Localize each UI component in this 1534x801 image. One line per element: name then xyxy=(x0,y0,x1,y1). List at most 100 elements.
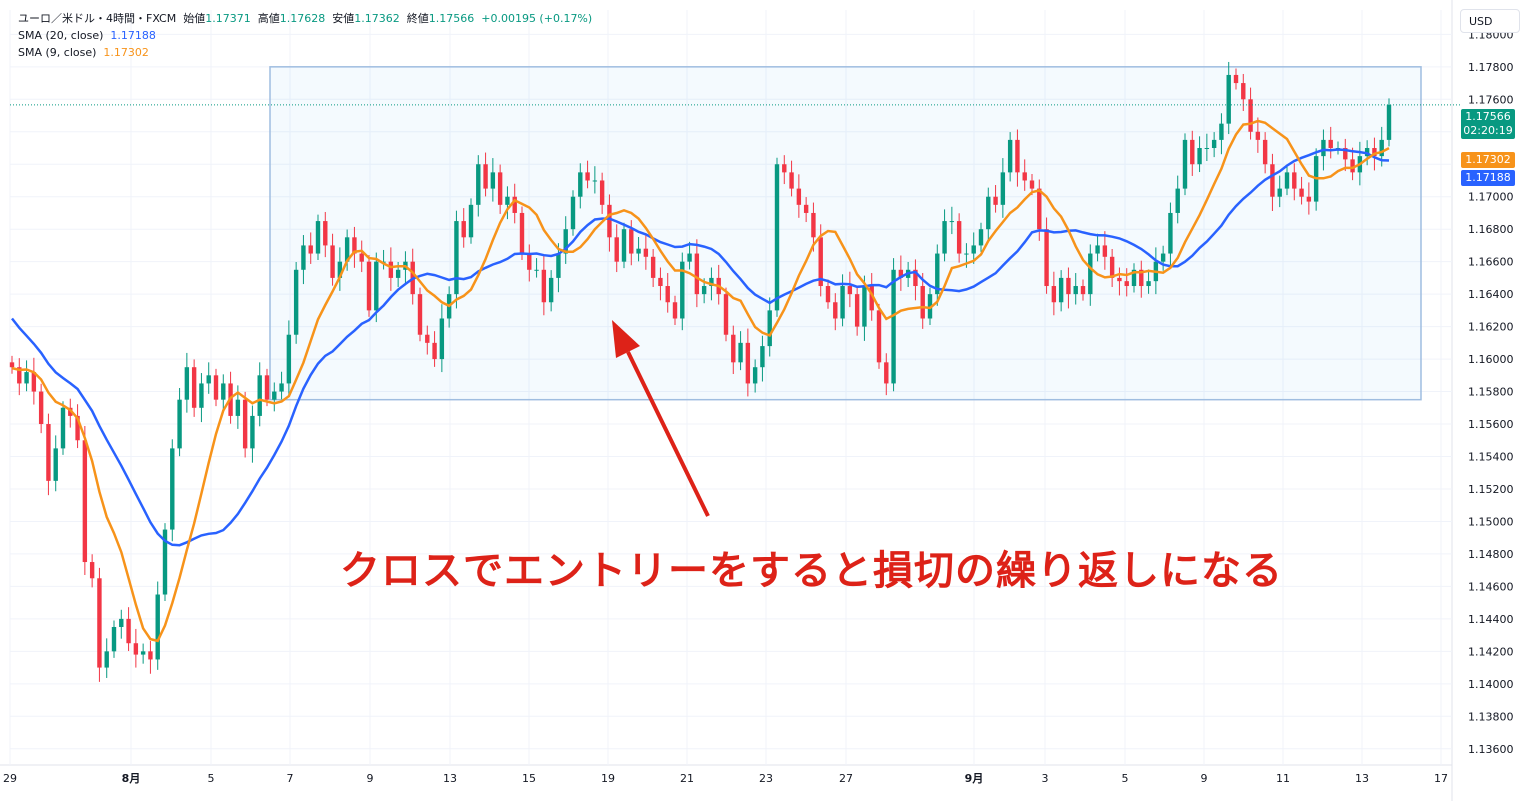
x-tick-label: 5 xyxy=(1122,772,1129,785)
candle-body xyxy=(133,643,139,655)
candle-body xyxy=(825,286,831,303)
candle-body xyxy=(898,269,904,278)
candle-body xyxy=(1124,281,1129,287)
x-tick-label: 9月 xyxy=(965,772,984,785)
candle-body xyxy=(388,261,394,278)
y-tick-label: 1.15400 xyxy=(1468,451,1514,464)
candle-body xyxy=(563,229,568,254)
sma20-value: 1.17188 xyxy=(110,29,156,42)
candle-body xyxy=(184,367,190,400)
y-tick-label: 1.16000 xyxy=(1468,353,1514,366)
sma9-price-tag: 1.17302 xyxy=(1461,152,1515,168)
candle-body xyxy=(89,562,95,579)
candle-body xyxy=(818,237,823,287)
candle-body xyxy=(1109,256,1115,278)
candle-body xyxy=(1233,74,1239,84)
candle-body xyxy=(1182,139,1188,189)
candle-body xyxy=(527,253,532,270)
candle-body xyxy=(53,448,58,481)
candle-body xyxy=(432,342,437,360)
candle-body xyxy=(519,212,525,254)
candle-body xyxy=(9,362,15,368)
candle-body xyxy=(1219,123,1224,140)
candle-body xyxy=(439,318,445,360)
candle-body xyxy=(665,286,670,303)
candle-body xyxy=(942,221,947,254)
candle-body xyxy=(1095,245,1100,254)
candle-body xyxy=(964,253,969,255)
candle-body xyxy=(1277,188,1282,197)
low-label: 安値 xyxy=(332,12,355,25)
candle-body xyxy=(1015,139,1020,173)
candle-body xyxy=(847,286,853,295)
candle-body xyxy=(774,164,780,311)
candle-body xyxy=(1073,286,1078,295)
candle-body xyxy=(1175,188,1180,213)
candle-body xyxy=(1248,99,1253,132)
candle-body xyxy=(1262,139,1268,165)
candle-body xyxy=(1190,139,1195,165)
candle-body xyxy=(82,440,88,563)
candle-body xyxy=(607,204,612,238)
y-tick-label: 1.17600 xyxy=(1468,93,1514,106)
candle-body xyxy=(680,261,685,319)
chart-legend: ユーロ／米ドル・4時間・FXCM 始値1.17371 高値1.17628 安値1… xyxy=(18,10,592,61)
candle-body xyxy=(1029,180,1035,189)
candle-body xyxy=(956,221,962,254)
close-label: 終値 xyxy=(406,12,429,25)
sma9-line xyxy=(11,119,1390,643)
candle-body xyxy=(170,448,175,530)
candle-body xyxy=(1139,269,1144,287)
x-tick-label: 3 xyxy=(1042,772,1049,785)
candle-body xyxy=(760,346,765,368)
candle-body xyxy=(636,248,641,254)
candle-body xyxy=(1299,188,1304,197)
candle-body xyxy=(1102,245,1108,257)
candle-body xyxy=(1226,74,1231,124)
x-tick-label: 13 xyxy=(443,772,457,785)
candle-body xyxy=(206,375,211,384)
candle-body xyxy=(1117,277,1122,282)
candle-body xyxy=(97,578,102,668)
candle-body xyxy=(986,196,991,230)
candle-body xyxy=(578,172,583,197)
candle-body xyxy=(1088,253,1093,295)
y-tick-label: 1.14600 xyxy=(1468,580,1514,593)
candle-body xyxy=(1328,139,1333,149)
candle-body xyxy=(60,407,66,449)
x-tick-label: 23 xyxy=(759,772,773,785)
sma9-legend-row[interactable]: SMA (9, close) 1.17302 xyxy=(18,44,592,61)
symbol-title[interactable]: ユーロ／米ドル・4時間・FXCM xyxy=(18,12,177,25)
candle-body xyxy=(1000,172,1006,205)
y-tick-label: 1.15600 xyxy=(1468,418,1514,431)
candle-body xyxy=(1007,139,1013,173)
currency-button[interactable]: USD xyxy=(1460,9,1520,33)
candle-body xyxy=(1255,131,1261,140)
candle-body xyxy=(1379,139,1384,157)
candle-body xyxy=(476,164,481,205)
candle-body xyxy=(854,294,860,327)
candle-body xyxy=(344,237,350,262)
candle-body xyxy=(1022,172,1027,181)
sma20-legend-row[interactable]: SMA (20, close) 1.17188 xyxy=(18,27,592,44)
y-tick-label: 1.16400 xyxy=(1468,288,1514,301)
x-tick-label: 29 xyxy=(3,772,17,785)
candle-body xyxy=(1292,172,1297,189)
candle-body xyxy=(862,286,867,327)
candle-body xyxy=(1241,83,1246,100)
candle-body xyxy=(352,237,357,254)
candle-body xyxy=(949,221,955,223)
candle-body xyxy=(140,651,146,655)
candle-body xyxy=(1284,172,1290,189)
candle-body xyxy=(782,164,787,173)
x-tick-label: 11 xyxy=(1276,772,1290,785)
x-tick-label: 21 xyxy=(680,772,694,785)
low-value: 1.17362 xyxy=(354,12,400,25)
candle-body xyxy=(505,196,510,205)
candle-body xyxy=(191,367,197,408)
sma20-label: SMA (20, close) xyxy=(18,29,104,42)
candle-body xyxy=(279,383,284,392)
candle-body xyxy=(330,245,335,278)
